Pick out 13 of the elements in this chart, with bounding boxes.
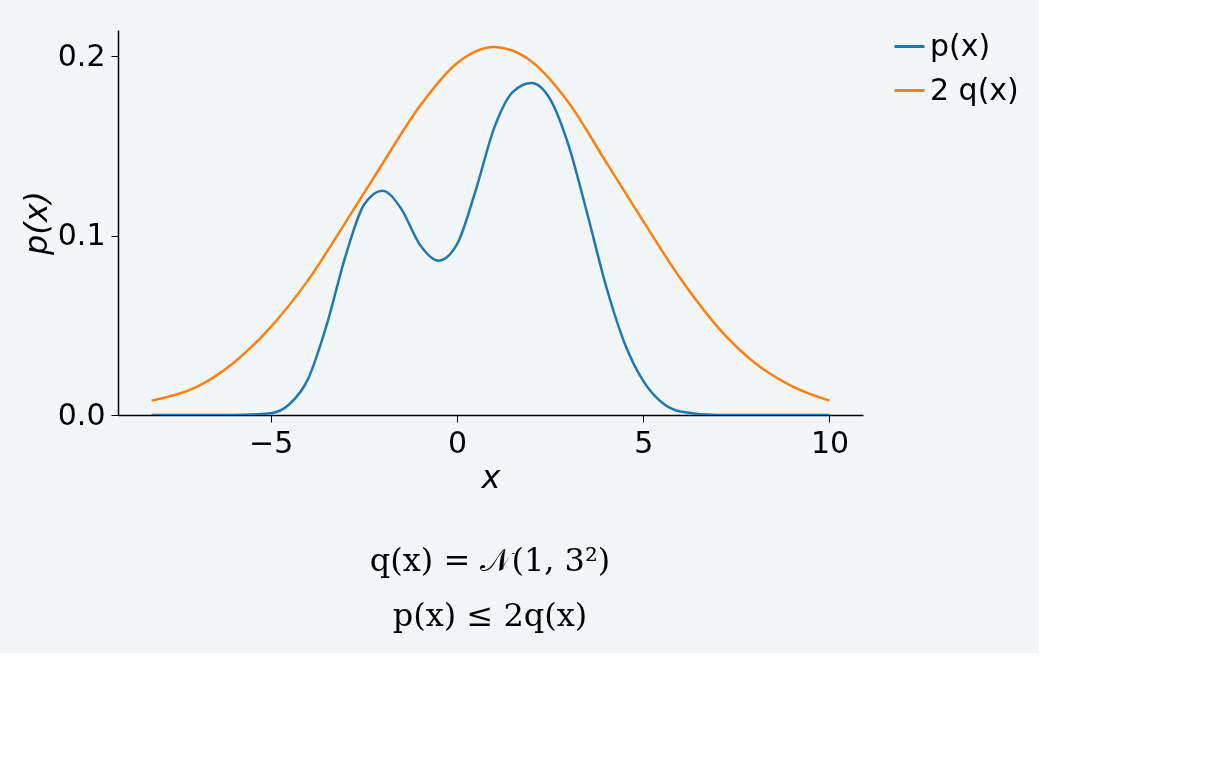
text: p(x) ≤ 2q(x)	[392, 595, 588, 634]
legend-label: 2 q(x)	[930, 71, 1019, 107]
text: q(x) = 𝒩(1, 3²)	[369, 540, 611, 579]
x-axis-title: x	[480, 457, 502, 496]
y-axis-title: p(x)	[16, 190, 55, 257]
x-tick-label: 0	[447, 424, 468, 460]
x-tick-label: 10	[810, 424, 850, 460]
legend-label: p(x)	[930, 27, 991, 63]
y-tick-label: 0.2	[57, 37, 106, 73]
x-tick-label: 5	[634, 424, 654, 460]
y-tick-label: 0.0	[57, 396, 106, 432]
x-tick-label: −5	[249, 424, 294, 460]
y-tick-label: 0.1	[57, 217, 106, 253]
